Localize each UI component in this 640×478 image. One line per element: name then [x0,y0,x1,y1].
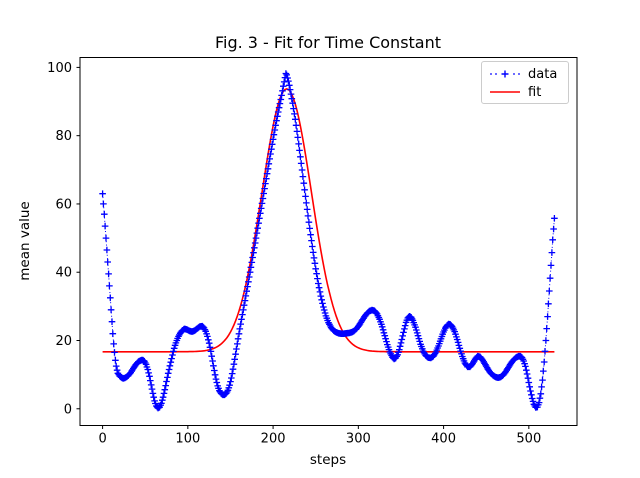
data-series-swatch-icon [490,70,520,78]
legend-label-fit: fit [528,84,542,100]
y-axis-label: mean value [17,201,33,281]
y-tick-label: 0 [64,402,72,417]
y-tick-label: 60 [55,197,72,212]
chart-title: Fig. 3 - Fit for Time Constant [214,33,442,52]
x-tick-label: 400 [431,432,456,447]
legend: data fit [481,61,569,104]
x-tick-label: 100 [175,432,200,447]
y-tick-label: 20 [55,334,72,349]
fit-line [102,88,555,353]
data-series-line [102,72,555,409]
x-tick-label: 500 [516,432,541,447]
y-tick-label: 80 [55,129,72,144]
y-tick-label: 40 [55,266,72,281]
data-series-markers [99,70,558,412]
x-tick-label: 0 [98,432,106,447]
fit-line-swatch-icon [490,91,520,93]
x-tick-label: 200 [261,432,286,447]
legend-item-fit: fit [489,83,562,101]
legend-item-data: data [489,65,562,83]
y-tick-label: 100 [47,61,72,76]
plot-frame [79,57,578,426]
legend-label-data: data [528,66,558,82]
x-axis-label: steps [309,452,347,468]
x-tick-label: 300 [346,432,371,447]
